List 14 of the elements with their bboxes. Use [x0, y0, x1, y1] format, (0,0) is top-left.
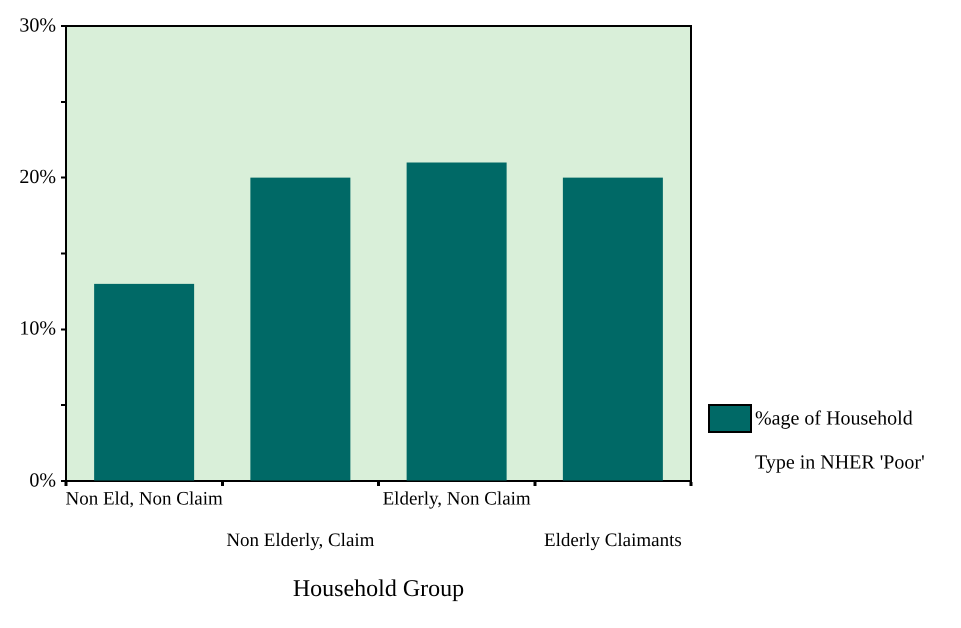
y-tick-label: 0%: [29, 469, 56, 492]
x-tick-label: Elderly Claimants: [544, 530, 682, 552]
bar: [562, 178, 663, 480]
x-axis-title: Household Group: [292, 576, 464, 602]
legend-label: %age of Household Type in NHER 'Poor': [755, 407, 925, 474]
x-tick-label: Non Eld, Non Claim: [65, 488, 223, 510]
bar: [250, 178, 350, 480]
x-tick-label: Elderly, Non Claim: [382, 488, 531, 510]
x-tick-label: Non Elderly, Claim: [226, 530, 375, 552]
y-tick-label: 10%: [19, 318, 56, 340]
y-tick-label: 20%: [19, 166, 56, 188]
bar: [406, 162, 507, 480]
bar: [94, 284, 194, 480]
y-tick-label: 30%: [19, 14, 56, 36]
